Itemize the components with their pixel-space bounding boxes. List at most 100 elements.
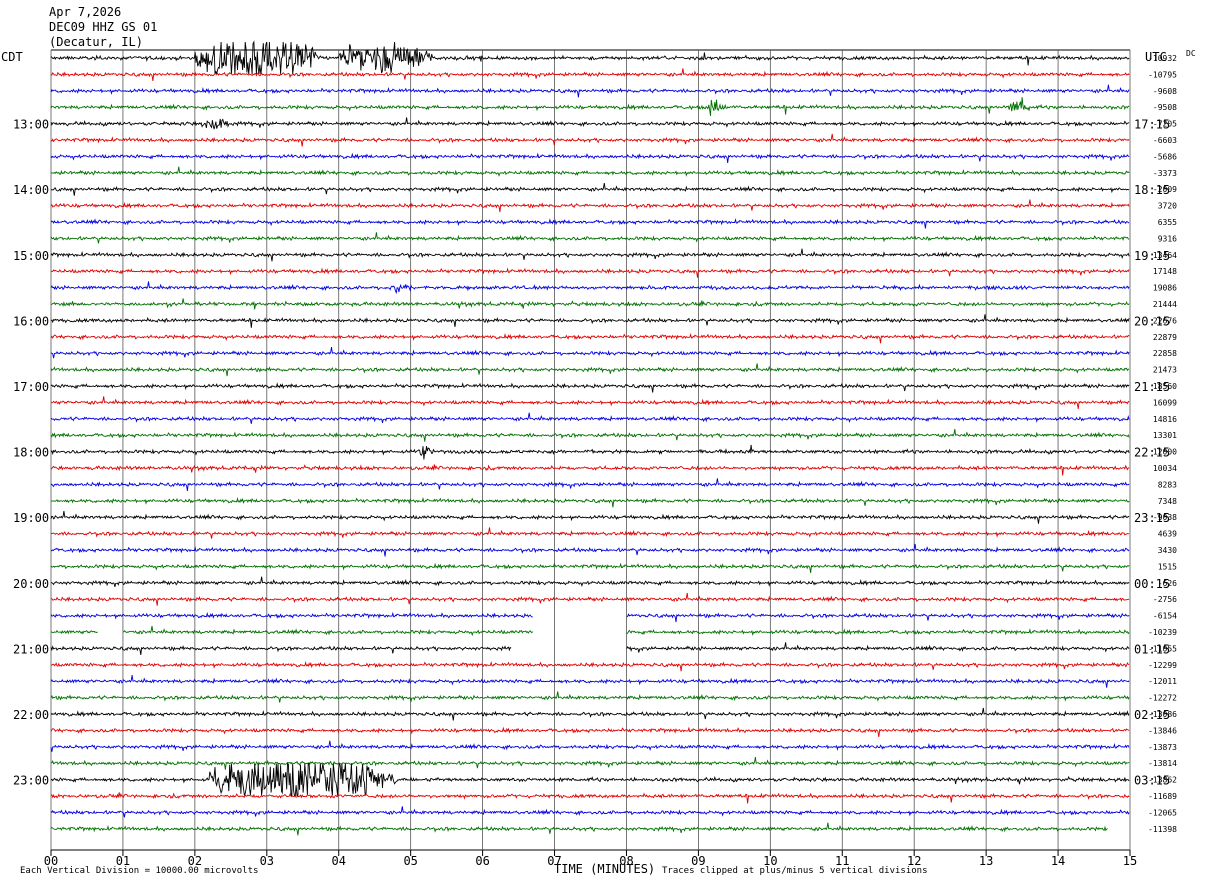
right-hour-label: 23:15 <box>1134 511 1170 525</box>
trace-row-23 <box>50 429 1130 442</box>
trace-row-14 <box>50 281 1130 295</box>
left-hour-label: 15:00 <box>13 249 49 263</box>
seismic-traces <box>50 40 1130 836</box>
right-hour-label: 03:15 <box>1134 774 1170 788</box>
trace-row-44 <box>50 761 1130 797</box>
left-axis-label: CDT <box>1 50 23 64</box>
trace-row-7 <box>50 166 1130 177</box>
dc-offset-label: -13814 <box>1148 759 1177 768</box>
dc-offset-label: 19086 <box>1153 284 1177 293</box>
dc-offset-label: 10034 <box>1153 464 1177 473</box>
trace-row-15 <box>50 298 1130 310</box>
dc-offset-label: 7348 <box>1158 497 1177 506</box>
dc-offset-label: -2756 <box>1153 595 1177 604</box>
dc-offset-label: 22858 <box>1153 349 1177 358</box>
clip-note: Traces clipped at plus/minus 5 vertical … <box>662 866 928 876</box>
dc-offset-label: 17148 <box>1153 267 1177 276</box>
x-tick-label-05: 05 <box>403 854 417 868</box>
scale-note: Each Vertical Division = 10000.00 microv… <box>20 866 259 876</box>
x-tick-label-12: 12 <box>907 854 921 868</box>
dc-offset-label: 18560 <box>1153 382 1177 391</box>
x-tick-label-15: 15 <box>1123 854 1137 868</box>
dc-offset-label: -5686 <box>1153 152 1177 161</box>
trace-row-11 <box>50 232 1130 244</box>
dc-offset-label: 13464 <box>1153 251 1177 260</box>
dc-offset-label: 16099 <box>1153 398 1177 407</box>
trace-row-40 <box>50 707 1130 721</box>
trace-row-42 <box>50 740 1130 752</box>
dc-offset-label: 14816 <box>1153 415 1177 424</box>
trace-row-1 <box>51 68 1130 81</box>
left-hour-label: 16:00 <box>13 314 49 328</box>
left-hour-label: 22:00 <box>13 708 49 722</box>
dc-offset-label: 13301 <box>1153 431 1177 440</box>
dc-offset-label: 22879 <box>1153 333 1177 342</box>
trace-row-33 <box>50 593 1130 606</box>
dc-offset-label: 3430 <box>1158 546 1177 555</box>
x-tick-label-04: 04 <box>332 854 346 868</box>
dc-offset-label: -6603 <box>1153 136 1177 145</box>
left-hour-label: 19:00 <box>13 511 49 525</box>
x-axis-title: TIME (MINUTES) <box>554 862 656 876</box>
trace-row-21 <box>50 396 1130 409</box>
x-tick-label-09: 09 <box>691 854 705 868</box>
header-date: Apr 7,2026 <box>49 5 122 19</box>
axis-labels: 00 01 02 03 04 05 06 07 08 09 10 11 12 13 14 15 -10932 -1… <box>13 54 1177 868</box>
trace-row-30 <box>50 543 1130 557</box>
trace-row-25 <box>50 464 1130 476</box>
trace-row-6 <box>50 152 1130 163</box>
trace-row-36 <box>50 642 1130 655</box>
left-hour-label: 23:00 <box>13 774 49 788</box>
trace-row-4 <box>50 117 1130 130</box>
trace-row-45 <box>50 792 1130 804</box>
trace-row-3 <box>50 97 1130 116</box>
dc-offset-label: -10932 <box>1148 54 1177 63</box>
dc-offset-label: 4639 <box>1158 530 1177 539</box>
dc-offset-label: -10795 <box>1148 70 1177 79</box>
right-hour-label: 20:15 <box>1134 314 1170 328</box>
dc-offset-label: 9316 <box>1158 234 1177 243</box>
dc-offset-label: 21444 <box>1153 300 1177 309</box>
dc-offset-label: -12272 <box>1148 694 1177 703</box>
x-tick-label-06: 06 <box>475 854 489 868</box>
dc-offset-label: 21473 <box>1153 366 1177 375</box>
trace-row-26 <box>50 478 1130 491</box>
dc-offset-label: -11398 <box>1148 825 1177 834</box>
dc-offset-label: -13086 <box>1148 710 1177 719</box>
left-hour-label: 17:00 <box>13 380 49 394</box>
x-tick-label-00: 00 <box>44 854 58 868</box>
left-hour-label: 20:00 <box>13 577 49 591</box>
dc-offset-label: 3720 <box>1158 202 1177 211</box>
right-hour-label: 19:15 <box>1134 249 1170 263</box>
x-tick-label-10: 10 <box>763 854 777 868</box>
dc-offset-label: -11055 <box>1148 644 1177 653</box>
trace-row-43 <box>50 757 1130 770</box>
trace-row-32 <box>50 576 1130 588</box>
dc-offset-label: 22676 <box>1153 316 1177 325</box>
dc-offset-label: -9608 <box>1153 87 1177 96</box>
dc-offset-label: -9038 <box>1153 513 1177 522</box>
trace-row-13 <box>50 267 1130 278</box>
right-hour-label: 22:15 <box>1134 446 1170 460</box>
trace-row-2 <box>50 84 1130 98</box>
trace-row-9 <box>50 199 1130 213</box>
trace-row-28 <box>50 511 1130 524</box>
trace-row-34 <box>50 611 1130 623</box>
dc-offset-label: -626 <box>1158 579 1177 588</box>
right-axis-label: UTC <box>1145 50 1167 64</box>
x-tick-label-11: 11 <box>835 854 849 868</box>
trace-row-8 <box>50 183 1130 196</box>
right-hour-label: 17:15 <box>1134 118 1170 132</box>
left-hour-label: 13:00 <box>13 118 49 132</box>
header-location: (Decatur, IL) <box>49 35 143 49</box>
trace-row-37 <box>51 660 1130 672</box>
x-tick-label-07: 07 <box>547 854 561 868</box>
trace-row-19 <box>50 363 1130 377</box>
right-hour-label: 00:15 <box>1134 577 1170 591</box>
trace-row-0 <box>50 40 1130 76</box>
x-tick-label-14: 14 <box>1051 854 1065 868</box>
dc-offset-label: -2009 <box>1153 185 1177 194</box>
x-tick-label-03: 03 <box>260 854 274 868</box>
header-station: DEC09 HHZ GS 01 <box>49 20 158 34</box>
dc-offset-label: -13862 <box>1148 776 1177 785</box>
